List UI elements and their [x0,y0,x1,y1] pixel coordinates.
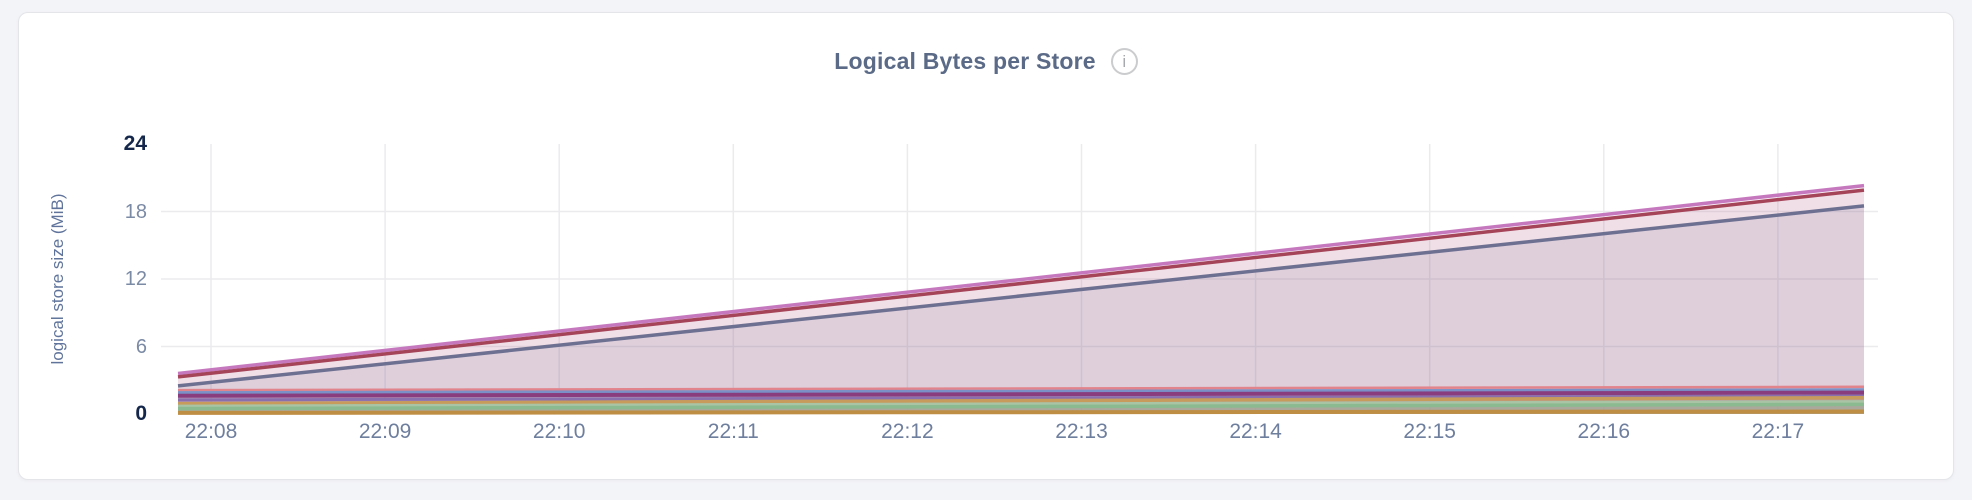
x-tick-label: 22:08 [184,420,238,443]
x-tick-label: 22:10 [532,420,586,443]
chart-card: Logical Bytes per Store i logical store … [18,12,1954,480]
x-tick-label: 22:11 [707,420,759,443]
chart-header: Logical Bytes per Store i [19,43,1953,79]
y-tick-label: 6 [135,335,147,358]
chart-title: Logical Bytes per Store [834,47,1096,74]
x-tick-label: 22:14 [1229,420,1282,443]
x-tick-label: 22:12 [881,420,934,443]
y-tick-label: 24 [123,132,147,155]
plot-area[interactable] [19,13,1953,479]
x-tick-label: 22:17 [1751,420,1805,443]
x-tick-label: 22:16 [1577,420,1631,443]
x-tick-label: 22:13 [1055,420,1108,443]
y-tick-label: 12 [124,268,147,290]
y-tick-label: 0 [135,402,147,425]
y-tick-label: 18 [124,200,147,223]
x-tick-label: 22:09 [358,420,412,443]
info-icon[interactable]: i [1110,47,1138,75]
x-tick-label: 22:15 [1403,420,1456,443]
